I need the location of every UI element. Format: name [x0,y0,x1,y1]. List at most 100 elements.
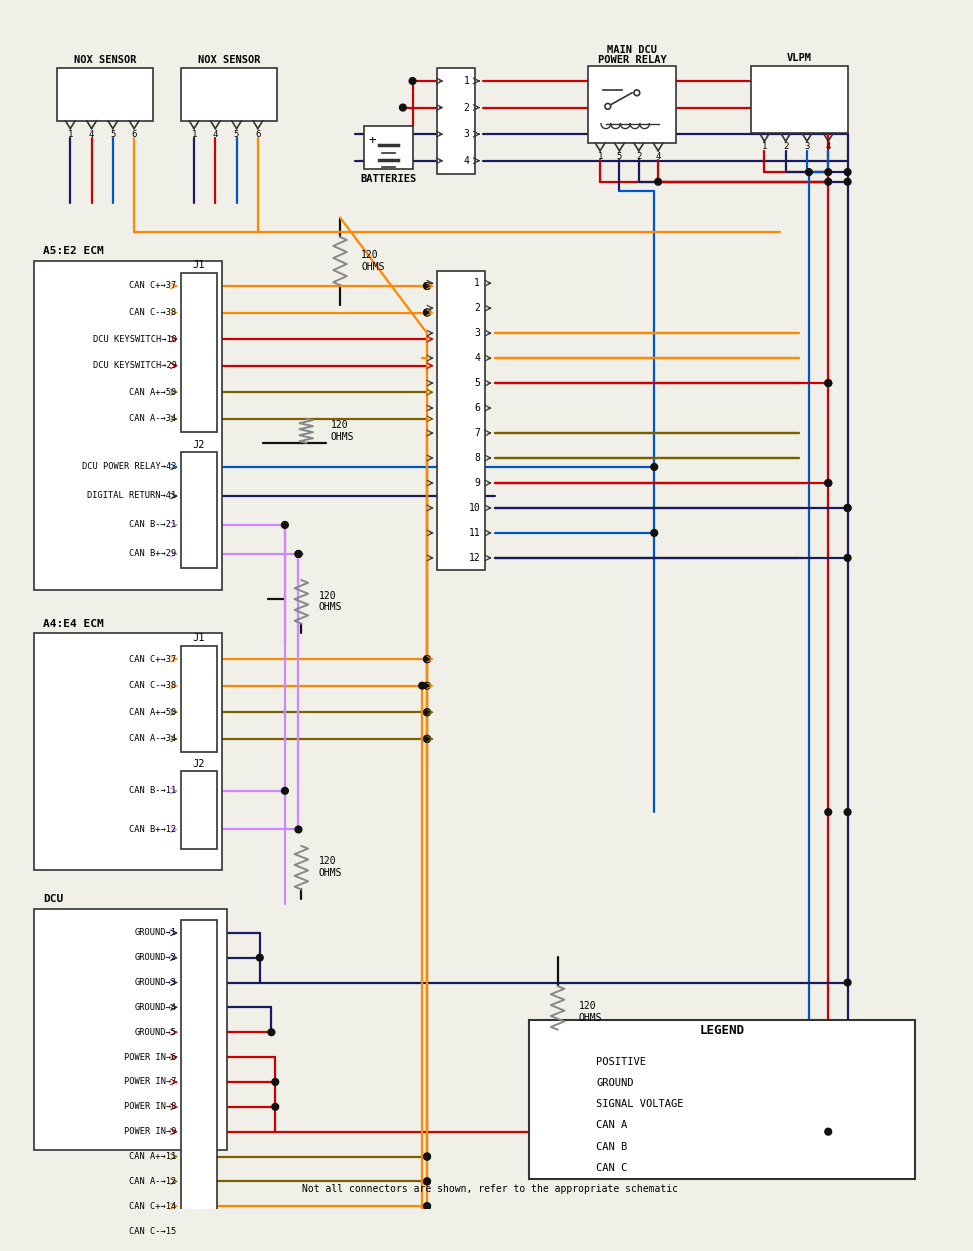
Text: CAN B: CAN B [596,1142,628,1152]
Text: 5: 5 [475,378,481,388]
Bar [181,68,277,121]
Bar [181,646,217,752]
Circle shape [423,736,430,742]
Text: VLPM: VLPM [787,53,811,63]
Text: 3: 3 [805,143,810,151]
Text: 4: 4 [656,153,661,161]
Circle shape [423,656,430,663]
Circle shape [651,529,658,537]
Text: CAN C+→37: CAN C+→37 [129,654,177,663]
Text: GROUND: GROUND [596,1078,633,1088]
Bar [33,908,227,1151]
Text: J1: J1 [193,260,205,270]
Text: 120
OHMS: 120 OHMS [579,1001,602,1023]
Text: 2: 2 [783,143,788,151]
Bar [56,68,154,121]
Text: SIGNAL VOLTAGE: SIGNAL VOLTAGE [596,1100,684,1110]
Text: 6: 6 [475,403,481,413]
Circle shape [400,104,407,111]
Bar [437,270,486,570]
Circle shape [845,980,851,986]
Text: 12: 12 [468,553,481,563]
Circle shape [825,1128,832,1135]
Text: POWER IN→8: POWER IN→8 [125,1102,177,1111]
Text: 4: 4 [475,353,481,363]
Bar [181,453,217,568]
Text: CAN A-→34: CAN A-→34 [129,734,177,743]
Circle shape [825,169,832,175]
Bar [364,125,413,169]
Text: J2: J2 [193,759,205,769]
Circle shape [271,1078,278,1086]
Text: 6: 6 [131,130,137,139]
Text: GROUND→5: GROUND→5 [134,1028,177,1037]
Text: LEGEND: LEGEND [700,1025,744,1037]
Text: POWER IN→7: POWER IN→7 [125,1077,177,1086]
Text: 1: 1 [67,130,73,139]
Circle shape [825,380,832,387]
Circle shape [845,179,851,185]
Text: J1: J1 [193,633,205,643]
Circle shape [845,554,851,562]
Text: POWER IN→6: POWER IN→6 [125,1052,177,1062]
Text: CAN A: CAN A [596,1121,628,1131]
Bar [181,273,217,432]
Circle shape [257,955,263,961]
Text: 5: 5 [110,130,116,139]
Circle shape [423,1153,430,1160]
Text: 4: 4 [89,130,94,139]
Text: GROUND→3: GROUND→3 [134,978,177,987]
Text: CAN B-→21: CAN B-→21 [129,520,177,529]
Text: 10: 10 [468,503,481,513]
Text: 2: 2 [475,303,481,313]
Text: 1: 1 [475,278,481,288]
Circle shape [281,522,288,528]
Circle shape [268,1028,274,1036]
Text: 3: 3 [475,328,481,338]
Circle shape [605,104,611,109]
Text: DCU: DCU [43,894,63,904]
Circle shape [295,550,302,558]
Circle shape [845,808,851,816]
Text: MAIN DCU: MAIN DCU [607,45,657,55]
Circle shape [423,1153,430,1160]
Text: 2: 2 [464,103,470,113]
Text: GROUND→2: GROUND→2 [134,953,177,962]
Text: CAN C-→38: CAN C-→38 [129,682,177,691]
Circle shape [423,709,430,716]
Circle shape [825,380,832,387]
Text: CAN A+→50: CAN A+→50 [129,708,177,717]
Circle shape [845,504,851,512]
Text: A4:E4 ECM: A4:E4 ECM [43,618,104,628]
Text: CAN C+→37: CAN C+→37 [129,281,177,290]
Text: CAN A+→11: CAN A+→11 [129,1152,177,1161]
Circle shape [410,78,415,84]
Circle shape [423,1203,430,1210]
Text: CAN C: CAN C [596,1163,628,1173]
Circle shape [423,309,430,317]
Bar [33,633,222,871]
Circle shape [423,736,430,742]
Bar [589,66,675,143]
Text: 120
OHMS: 120 OHMS [361,250,384,271]
Circle shape [423,283,430,289]
Circle shape [845,169,851,175]
Circle shape [423,709,430,716]
Text: 5: 5 [617,153,622,161]
Text: 9: 9 [475,478,481,488]
Text: CAN C+→14: CAN C+→14 [129,1202,177,1211]
Text: DIGITAL RETURN→41: DIGITAL RETURN→41 [88,492,177,500]
Circle shape [418,682,425,689]
Circle shape [423,1203,430,1210]
Circle shape [825,179,832,185]
Text: CAN C-→15: CAN C-→15 [129,1227,177,1236]
Circle shape [806,169,812,175]
Text: CAN A-→12: CAN A-→12 [129,1177,177,1186]
Bar [181,921,217,1251]
Text: BATTERIES: BATTERIES [360,174,416,184]
Text: POWER IN→9: POWER IN→9 [125,1127,177,1136]
Text: GROUND→4: GROUND→4 [134,1003,177,1012]
Text: +: + [368,134,376,146]
Text: POWER RELAY: POWER RELAY [597,55,667,65]
Text: 120
OHMS: 120 OHMS [319,590,342,612]
